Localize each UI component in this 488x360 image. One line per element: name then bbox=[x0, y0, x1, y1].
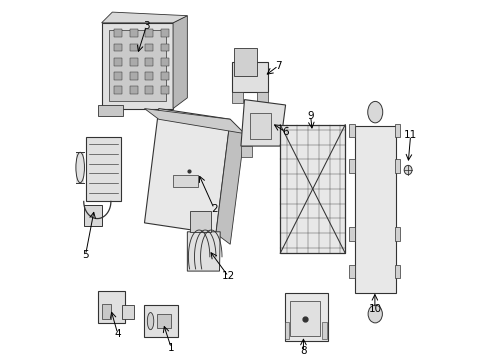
Text: 3: 3 bbox=[142, 21, 149, 31]
Bar bbox=[160, 29, 168, 37]
Bar bbox=[394, 123, 400, 137]
Ellipse shape bbox=[76, 152, 84, 183]
Bar bbox=[129, 58, 138, 66]
Bar bbox=[249, 113, 270, 139]
Bar bbox=[322, 322, 326, 339]
Bar bbox=[284, 322, 288, 339]
Polygon shape bbox=[284, 293, 328, 342]
Text: 4: 4 bbox=[114, 329, 121, 339]
Polygon shape bbox=[241, 100, 285, 146]
Polygon shape bbox=[257, 93, 267, 103]
Bar bbox=[129, 29, 138, 37]
Text: 2: 2 bbox=[210, 203, 217, 213]
Bar bbox=[290, 301, 319, 337]
Polygon shape bbox=[241, 146, 251, 157]
Polygon shape bbox=[122, 305, 134, 319]
Ellipse shape bbox=[367, 305, 382, 323]
Bar bbox=[129, 72, 138, 80]
Text: 10: 10 bbox=[367, 303, 381, 314]
Polygon shape bbox=[231, 93, 242, 103]
Ellipse shape bbox=[404, 165, 411, 175]
Bar bbox=[145, 29, 153, 37]
Bar bbox=[348, 227, 354, 241]
Polygon shape bbox=[84, 205, 102, 226]
Bar bbox=[173, 175, 198, 187]
Bar bbox=[114, 86, 122, 94]
Bar bbox=[129, 44, 138, 51]
Bar bbox=[129, 86, 138, 94]
Ellipse shape bbox=[147, 312, 153, 330]
Polygon shape bbox=[102, 12, 187, 23]
Bar bbox=[160, 44, 168, 51]
Bar bbox=[394, 265, 400, 278]
Bar bbox=[145, 44, 153, 51]
Polygon shape bbox=[216, 119, 244, 244]
Polygon shape bbox=[187, 232, 220, 271]
Bar bbox=[114, 44, 122, 51]
Text: 11: 11 bbox=[403, 130, 416, 140]
Bar bbox=[102, 304, 110, 319]
Polygon shape bbox=[354, 126, 395, 293]
Bar bbox=[76, 152, 84, 183]
Bar bbox=[145, 58, 153, 66]
Bar bbox=[145, 72, 153, 80]
Polygon shape bbox=[98, 291, 124, 323]
Bar bbox=[160, 72, 168, 80]
Bar bbox=[114, 58, 122, 66]
Bar bbox=[348, 123, 354, 137]
Polygon shape bbox=[231, 62, 267, 93]
Bar bbox=[348, 265, 354, 278]
Polygon shape bbox=[85, 137, 121, 202]
Polygon shape bbox=[98, 105, 123, 116]
Polygon shape bbox=[280, 125, 345, 253]
Polygon shape bbox=[108, 30, 165, 102]
Text: 6: 6 bbox=[282, 127, 288, 137]
Polygon shape bbox=[173, 16, 187, 109]
Bar bbox=[394, 227, 400, 241]
Polygon shape bbox=[234, 48, 257, 76]
Text: 8: 8 bbox=[300, 346, 306, 356]
Text: 1: 1 bbox=[167, 343, 174, 353]
Bar bbox=[348, 159, 354, 173]
Polygon shape bbox=[102, 23, 173, 109]
Bar bbox=[114, 72, 122, 80]
Bar bbox=[157, 314, 170, 328]
Polygon shape bbox=[144, 305, 178, 337]
Polygon shape bbox=[144, 109, 244, 134]
Text: 12: 12 bbox=[222, 271, 235, 282]
Bar bbox=[160, 58, 168, 66]
Ellipse shape bbox=[367, 102, 382, 123]
Bar bbox=[145, 86, 153, 94]
Bar bbox=[190, 211, 210, 232]
Bar bbox=[394, 159, 400, 173]
Bar bbox=[114, 29, 122, 37]
Polygon shape bbox=[144, 109, 230, 234]
Text: 5: 5 bbox=[82, 250, 89, 260]
Bar bbox=[160, 86, 168, 94]
Text: 9: 9 bbox=[306, 111, 313, 121]
Text: 7: 7 bbox=[275, 61, 281, 71]
